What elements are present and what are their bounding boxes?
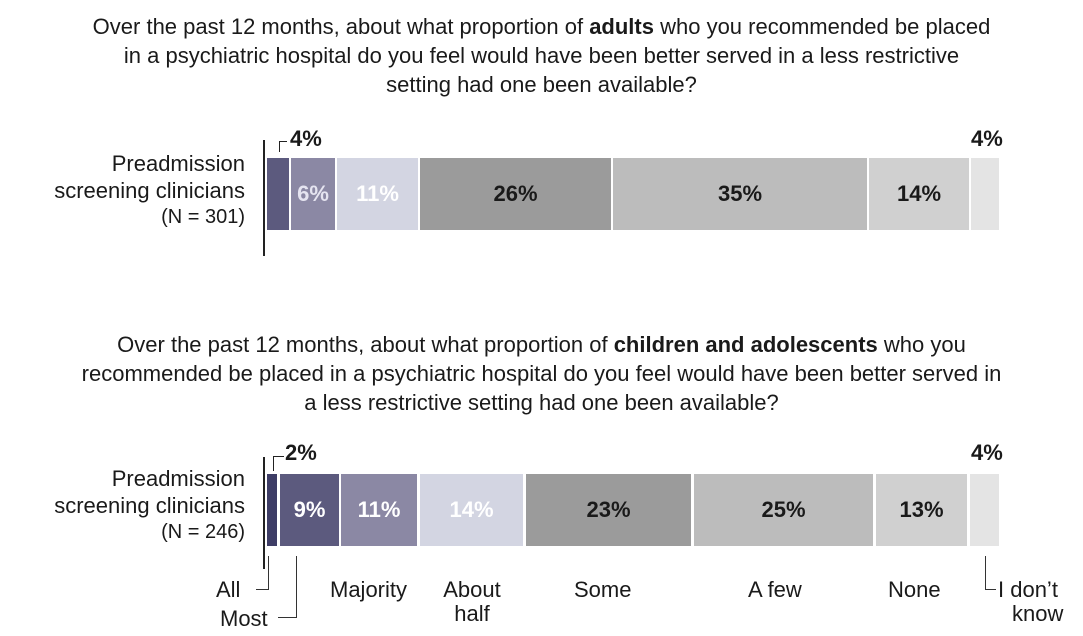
chart1-callout-bracket-most [279, 141, 287, 152]
chart2-seg-dont-know [970, 474, 999, 546]
category-label-none: None [888, 577, 941, 602]
chart2-row-label: Preadmission screening clinicians (N = 2… [54, 466, 245, 543]
category-tick-most [278, 556, 297, 618]
chart2-seg-most: 9% [280, 474, 339, 546]
chart2-axis-line [263, 457, 265, 569]
chart2-seg-some: 23% [526, 474, 691, 546]
chart1-axis-line [263, 140, 265, 256]
chart2-title: Over the past 12 months, about what prop… [81, 332, 1002, 415]
chart2-seg-none: 13% [876, 474, 967, 546]
chart1-seg-some: 26% [420, 158, 611, 230]
chart1-row-label: Preadmission screening clinicians (N = 3… [54, 151, 245, 228]
chart1-seg-a-few: 35% [613, 158, 867, 230]
chart2-seg-about-half: 14% [420, 474, 523, 546]
category-label-about-half: About half [443, 577, 501, 626]
chart2-seg-all [267, 474, 277, 546]
chart1-callout-dont-know: 4% [971, 126, 1003, 151]
category-label-a-few: A few [748, 577, 802, 602]
chart2-callout-all: 2% [285, 440, 317, 465]
category-tick-all [256, 556, 269, 590]
chart2-seg-a-few: 25% [694, 474, 873, 546]
chart2-callout-bracket-all [273, 456, 284, 471]
chart2-seg-majority: 11% [341, 474, 417, 546]
chart1-seg-majority: 6% [291, 158, 335, 230]
chart1-seg-about-half: 11% [337, 158, 418, 230]
category-tick-dont-know [985, 556, 996, 590]
chart1-title: Over the past 12 months, about what prop… [92, 14, 991, 97]
category-label-most: Most [220, 606, 268, 631]
chart1-seg-most [267, 158, 289, 230]
chart1-seg-dont-know [971, 158, 999, 230]
category-label-dont-know: I don’t know [998, 577, 1064, 626]
chart1-callout-most: 4% [290, 126, 322, 151]
category-label-some: Some [574, 577, 632, 602]
category-label-all: All [216, 577, 241, 602]
chart1-seg-none: 14% [869, 158, 969, 230]
category-label-majority: Majority [330, 577, 408, 602]
chart2-callout-dont-know: 4% [971, 440, 1003, 465]
